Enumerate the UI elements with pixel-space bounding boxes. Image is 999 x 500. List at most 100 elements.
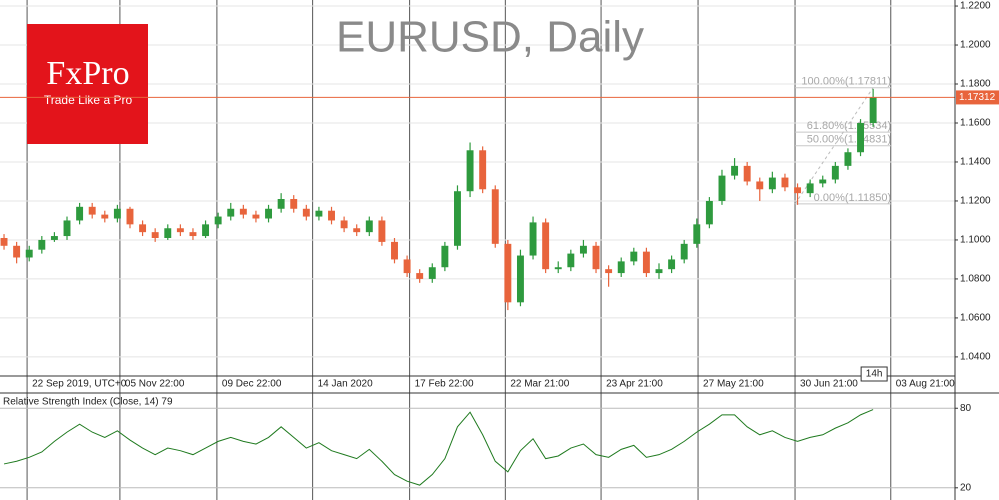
grid bbox=[0, 0, 955, 500]
candle-body bbox=[227, 208, 235, 217]
candle-body bbox=[542, 222, 550, 270]
candle-body bbox=[164, 228, 172, 238]
candle-body bbox=[529, 222, 537, 256]
rsi-title: Relative Strength Index (Close, 14) 79 bbox=[3, 397, 173, 408]
candle-body bbox=[617, 261, 625, 274]
candle-body bbox=[25, 249, 33, 258]
x-tick-label: 05 Nov 22:00 bbox=[125, 379, 185, 390]
candle-body bbox=[567, 253, 575, 268]
time-marker: 14h bbox=[866, 369, 883, 380]
y-tick-label: 20 bbox=[960, 482, 972, 493]
candle-body bbox=[794, 187, 802, 194]
candle-body bbox=[340, 220, 348, 229]
candle-body bbox=[113, 208, 121, 219]
rsi-line bbox=[3, 409, 874, 486]
x-tick-label: 03 Aug 21:00 bbox=[896, 379, 955, 390]
candle-body bbox=[403, 259, 411, 274]
candle-body bbox=[0, 237, 8, 246]
candle-body bbox=[630, 251, 638, 262]
candle-body bbox=[378, 220, 386, 242]
candle-body bbox=[516, 255, 524, 303]
candle-body bbox=[869, 97, 877, 123]
candle-body bbox=[428, 267, 436, 279]
y-tick-label: 1.0400 bbox=[960, 352, 991, 363]
logo-tagline: Trade Like a Pro bbox=[44, 93, 133, 107]
y-tick-label: 1.1000 bbox=[960, 235, 991, 246]
candle-body bbox=[101, 214, 109, 219]
candle-body bbox=[554, 267, 562, 270]
candle-body bbox=[277, 199, 285, 209]
candle-body bbox=[857, 122, 864, 153]
last-price-label: 1.17312 bbox=[959, 92, 996, 103]
x-tick-label: 17 Feb 22:00 bbox=[415, 379, 474, 390]
candle-body bbox=[819, 179, 827, 184]
candle-body bbox=[756, 181, 764, 190]
candle-body bbox=[718, 175, 726, 201]
candle-body bbox=[239, 208, 247, 215]
x-tick-label: 14 Jan 2020 bbox=[318, 379, 373, 390]
candle-body bbox=[328, 210, 335, 221]
candle-body bbox=[416, 273, 424, 279]
chart-title: EURUSD, Daily bbox=[336, 13, 644, 62]
candle-body bbox=[76, 206, 84, 221]
candle-body bbox=[781, 177, 789, 188]
y-tick-label: 1.2000 bbox=[960, 40, 991, 51]
fib-label: 61.80%(1.15534) bbox=[807, 120, 891, 132]
candle-body bbox=[680, 243, 688, 260]
y-tick-label: 1.0600 bbox=[960, 313, 991, 324]
candle-body bbox=[642, 251, 650, 274]
candle-body bbox=[139, 224, 147, 233]
candle-body bbox=[290, 199, 298, 209]
candle-body bbox=[252, 214, 260, 219]
y-tick-label: 1.1200 bbox=[960, 196, 991, 207]
candle-body bbox=[579, 245, 587, 254]
y-tick-label: 1.0800 bbox=[960, 274, 991, 285]
candle-body bbox=[63, 220, 71, 237]
candle-body bbox=[38, 239, 46, 250]
logo-name: FxPro bbox=[46, 55, 129, 92]
fib-label: 50.00%(1.14831) bbox=[807, 134, 891, 146]
candle-body bbox=[491, 189, 499, 244]
candle-body bbox=[50, 236, 58, 240]
candle-body bbox=[844, 152, 852, 166]
x-tick-label: 30 Jun 21:00 bbox=[800, 379, 858, 390]
candle-body bbox=[365, 220, 373, 233]
time-marker-box bbox=[860, 366, 888, 382]
x-tick-label: 23 Apr 21:00 bbox=[606, 379, 663, 390]
candle-body bbox=[391, 241, 398, 260]
candle-body bbox=[806, 183, 814, 194]
fib-label: 100.00%(1.17811) bbox=[801, 76, 891, 88]
candle-body bbox=[504, 243, 512, 303]
y-tick-label: 1.1800 bbox=[960, 79, 991, 90]
candle-body bbox=[176, 228, 184, 233]
candle-body bbox=[302, 208, 310, 217]
candle-body bbox=[265, 208, 273, 219]
candle-body bbox=[202, 224, 210, 237]
candle-body bbox=[479, 150, 487, 190]
x-tick-label: 22 Sep 2019, UTC+0 bbox=[32, 379, 127, 390]
candle-body bbox=[441, 245, 449, 268]
candle-body bbox=[353, 228, 361, 233]
candle-body bbox=[693, 224, 701, 244]
candle-body bbox=[668, 259, 676, 270]
x-tick-label: 27 May 21:00 bbox=[703, 379, 764, 390]
fib-trend bbox=[794, 87, 874, 205]
candle-body bbox=[605, 269, 613, 274]
candle-body bbox=[592, 245, 600, 270]
candle-body bbox=[466, 150, 474, 192]
candle-body bbox=[743, 165, 751, 182]
candle-body bbox=[151, 232, 159, 238]
candle-body bbox=[454, 191, 461, 246]
candle-body bbox=[88, 206, 96, 215]
candle-body bbox=[768, 177, 776, 190]
plot: 100.00%(1.17811) 61.80%(1.15534) 50.00%(1.… bbox=[0, 76, 955, 486]
logo-box bbox=[27, 24, 148, 144]
candle-body bbox=[214, 216, 222, 225]
last-price-box bbox=[956, 90, 999, 105]
fib-label: 0.00%(1.11850) bbox=[814, 192, 891, 204]
y-tick-label: 1.1600 bbox=[960, 118, 991, 129]
candle-body bbox=[126, 208, 134, 225]
y-tick-label: 1.1400 bbox=[960, 157, 991, 168]
